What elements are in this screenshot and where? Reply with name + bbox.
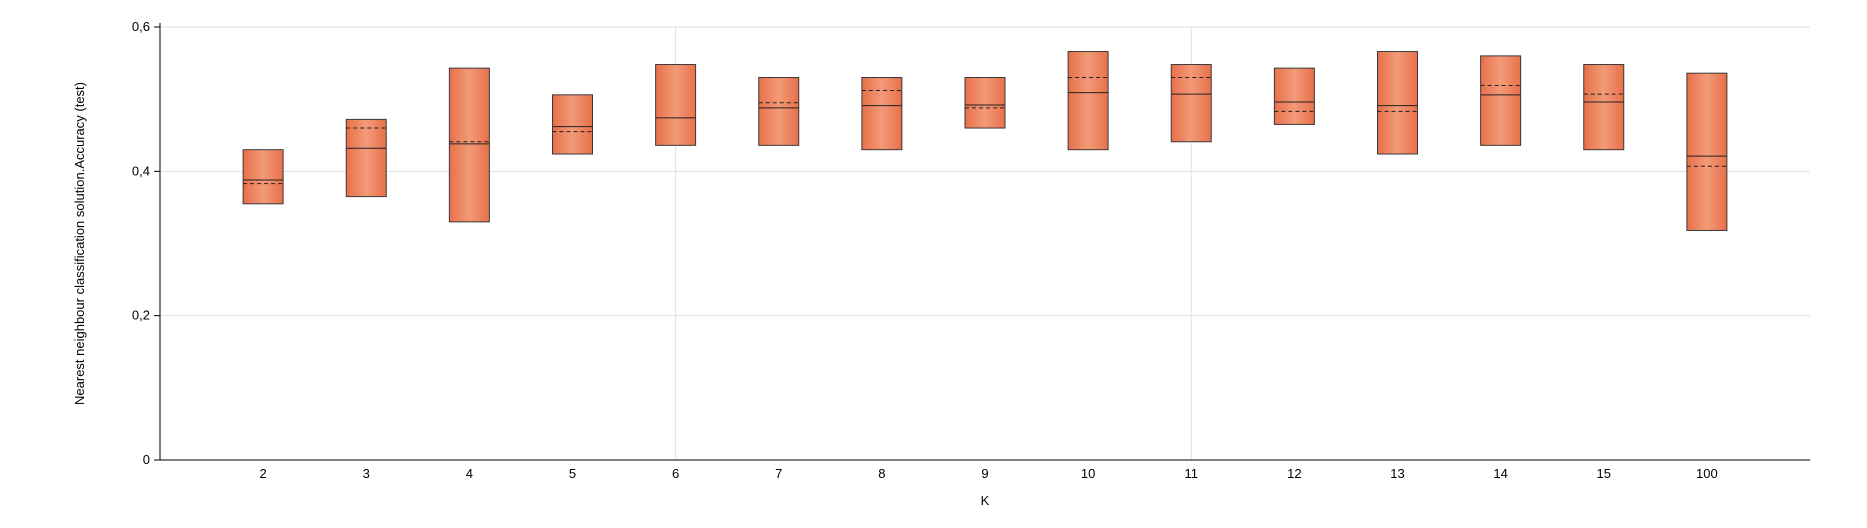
y-tick-label: 0,2	[132, 308, 150, 323]
box-5	[552, 94, 593, 155]
box-body	[552, 94, 593, 155]
box-11	[1170, 64, 1212, 143]
box-6	[655, 64, 697, 146]
box-body	[345, 118, 387, 198]
y-tick-label: 0	[143, 452, 150, 467]
box-body	[655, 64, 697, 146]
box-4	[448, 67, 490, 223]
box-body	[1273, 67, 1315, 125]
box-2	[242, 149, 284, 205]
box-13	[1377, 51, 1418, 155]
box-body	[242, 149, 284, 205]
box-body	[1067, 51, 1109, 151]
box-body	[758, 77, 800, 146]
tick-labels: 0 0,2 0,4 0,6 2 3 4 5 6 7 8 9 10 11 12 13 14 15 100	[132, 19, 1718, 481]
x-tick-label: 6	[672, 466, 679, 481]
box-9	[964, 77, 1006, 129]
boxes	[242, 51, 1728, 232]
box-100	[1686, 72, 1728, 232]
box-body	[861, 77, 903, 151]
box-14	[1480, 55, 1522, 146]
box-body	[1686, 72, 1728, 232]
box-8	[861, 77, 903, 151]
x-tick-label: 5	[569, 466, 576, 481]
x-tick-label: 10	[1081, 466, 1095, 481]
x-tick-label: 9	[981, 466, 988, 481]
box-15	[1583, 64, 1625, 151]
box-body	[1170, 64, 1212, 143]
box-body	[964, 77, 1006, 129]
y-tick-label: 0,4	[132, 163, 150, 178]
x-tick-label: 13	[1390, 466, 1404, 481]
y-axis-title: Nearest neighbour classification solutio…	[72, 82, 87, 405]
x-tick-label: 4	[466, 466, 473, 481]
axes	[154, 23, 1810, 461]
box-12	[1273, 67, 1315, 125]
y-tick-label: 0,6	[132, 19, 150, 34]
x-tick-label: 11	[1185, 466, 1199, 481]
x-tick-label: 12	[1287, 466, 1301, 481]
x-tick-label: 8	[878, 466, 885, 481]
x-tick-label: 3	[363, 466, 370, 481]
x-tick-label: 15	[1597, 466, 1611, 481]
x-axis-title: K	[981, 493, 990, 508]
box-body	[1583, 64, 1625, 151]
box-7	[758, 77, 800, 146]
x-tick-label: 7	[775, 466, 782, 481]
x-tick-label: 100	[1696, 466, 1718, 481]
box-body	[1377, 51, 1418, 155]
box-3	[345, 118, 387, 198]
box-10	[1067, 51, 1109, 151]
box-body	[448, 67, 490, 223]
x-tick-label: 2	[260, 466, 267, 481]
x-tick-label: 14	[1493, 466, 1507, 481]
box-body	[1480, 55, 1522, 146]
